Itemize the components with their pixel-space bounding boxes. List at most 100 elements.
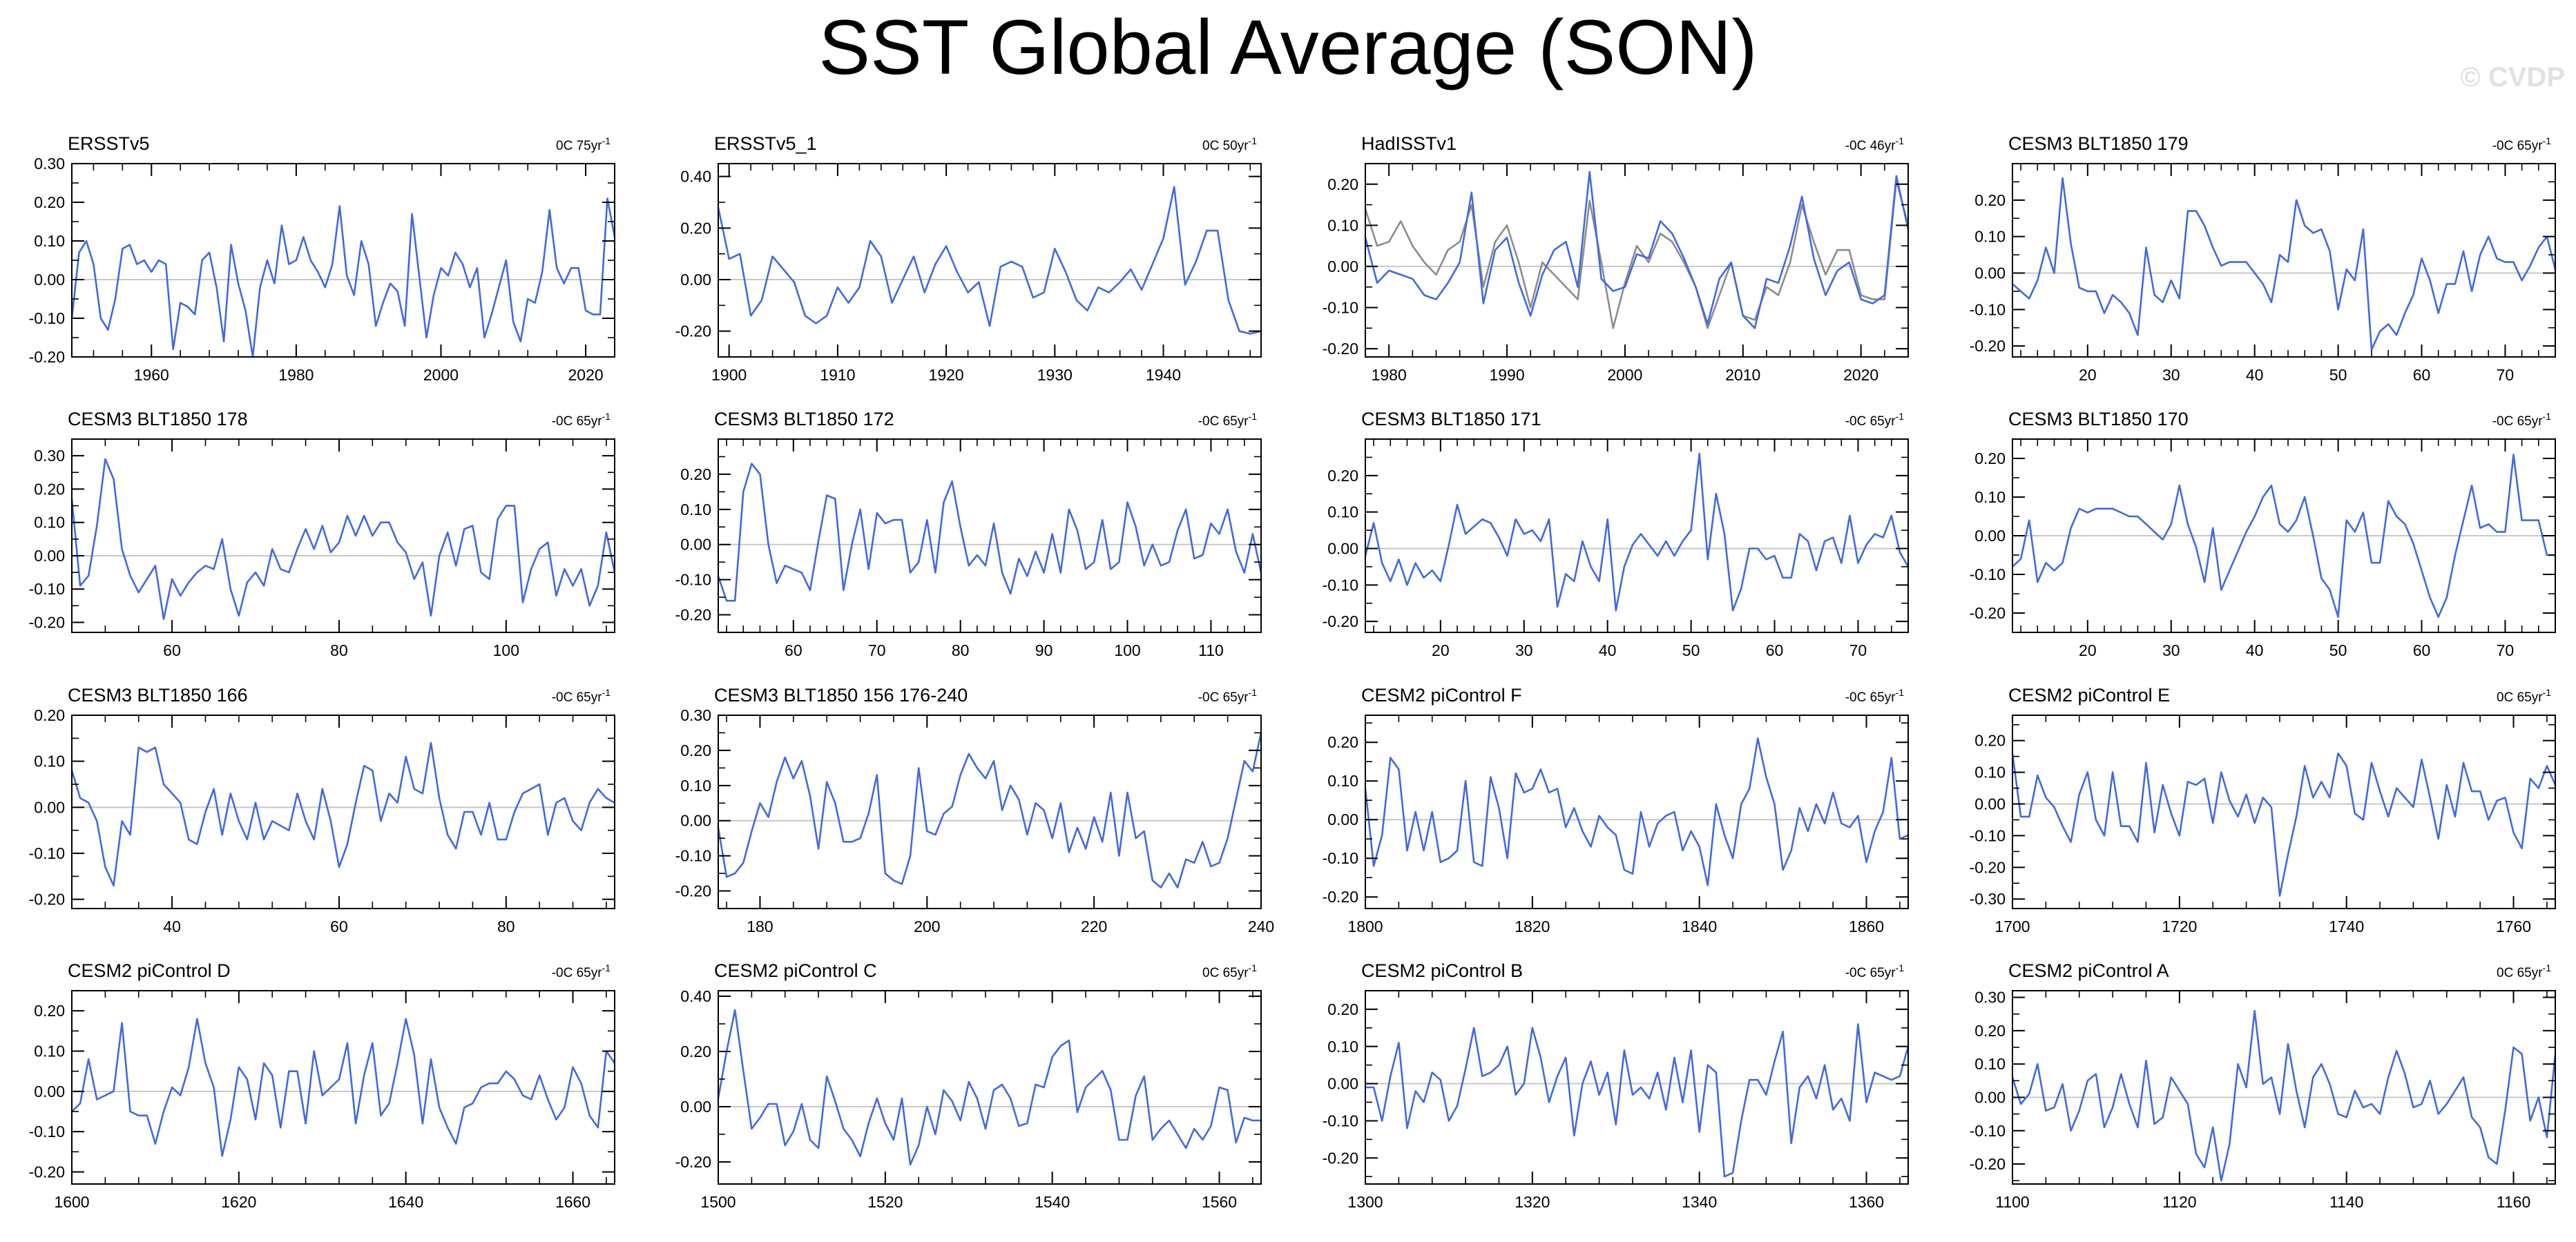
y-tick-label: 0.10 bbox=[1974, 488, 2006, 506]
y-tick-label: -0.20 bbox=[1323, 1149, 1358, 1167]
x-tick-label: 1620 bbox=[221, 1193, 256, 1211]
series-line bbox=[2012, 177, 2557, 351]
x-tick-label: 1320 bbox=[1515, 1193, 1550, 1211]
y-tick-label: -0.20 bbox=[29, 891, 65, 909]
trend-exponent: -1 bbox=[602, 962, 611, 973]
y-tick-label: 0.00 bbox=[680, 812, 711, 830]
x-tick-label: 2000 bbox=[423, 366, 459, 384]
panel-title: CESM3 BLT1850 178 bbox=[68, 409, 248, 429]
panel-title: ERSSTv5 bbox=[68, 133, 150, 154]
x-tick-label: 60 bbox=[2413, 366, 2431, 384]
chart-panel: -0.20 -0.10 0.00 0.10 0.20 20 30 40 50 60 70 CESM3 … bbox=[1970, 409, 2556, 659]
x-tick-label: 1340 bbox=[1682, 1193, 1717, 1211]
x-tick-label: 1160 bbox=[2497, 1193, 2530, 1211]
y-tick-label: 0.10 bbox=[680, 501, 711, 518]
y-tick-label: -0.20 bbox=[1323, 888, 1358, 906]
trend-value: -0C 65yr bbox=[1845, 414, 1896, 429]
y-tick-label: 0.10 bbox=[34, 514, 65, 532]
y-tick-label: -0.10 bbox=[1970, 826, 2006, 844]
series-line bbox=[717, 1009, 1261, 1166]
y-tick-label: -0.20 bbox=[29, 1163, 65, 1181]
series-line bbox=[70, 741, 615, 886]
y-tick-label: 0.10 bbox=[1327, 216, 1358, 234]
y-tick-label: 0.00 bbox=[34, 798, 65, 816]
trend-exponent: -1 bbox=[1896, 135, 1905, 146]
trend-value: 0C 65yr bbox=[2497, 966, 2543, 980]
trend-label: -0C 65yr-1 bbox=[1198, 687, 1258, 705]
panel-title: CESM3 BLT1850 171 bbox=[1361, 409, 1541, 429]
y-tick-label: 0.20 bbox=[1327, 733, 1358, 751]
y-tick-label: 0.00 bbox=[34, 271, 65, 289]
y-tick-label: 0.40 bbox=[680, 987, 711, 1005]
chart-panel: -0.20 -0.10 0.00 0.10 0.20 0.30 1960 1980 2000 20… bbox=[29, 133, 616, 384]
x-tick-label: 1600 bbox=[54, 1193, 89, 1211]
y-tick-label: 0.20 bbox=[680, 1042, 711, 1060]
plot-frame bbox=[71, 163, 615, 358]
trend-label: 0C 65yr-1 bbox=[2497, 962, 2551, 980]
y-tick-label: 0.00 bbox=[34, 1083, 65, 1100]
panel-title: CESM2 piControl D bbox=[68, 960, 231, 981]
trend-value: 0C 75yr bbox=[556, 139, 602, 153]
chart-panel: -0.20 -0.10 0.00 0.10 0.20 1300 1320 1340 1360 CE… bbox=[1323, 960, 1910, 1211]
trend-exponent: -1 bbox=[1896, 687, 1905, 698]
x-tick-label: 70 bbox=[2497, 641, 2515, 659]
y-tick-label: 0.20 bbox=[34, 706, 65, 724]
y-tick-label: 0.30 bbox=[680, 706, 711, 724]
panel-title: CESM2 piControl C bbox=[714, 960, 877, 981]
y-tick-label: -0.10 bbox=[1323, 299, 1358, 317]
x-tick-label: 80 bbox=[330, 641, 348, 659]
x-tick-label: 30 bbox=[2162, 641, 2180, 659]
x-tick-label: 20 bbox=[2079, 366, 2097, 384]
trend-exponent: -1 bbox=[2543, 135, 2552, 146]
y-tick-label: 0.10 bbox=[34, 1042, 65, 1060]
x-tick-label: 1980 bbox=[278, 366, 314, 384]
x-tick-label: 50 bbox=[1682, 641, 1700, 659]
x-tick-label: 240 bbox=[1248, 918, 1274, 935]
y-tick-label: 0.40 bbox=[680, 168, 711, 186]
y-tick-label: 0.20 bbox=[1327, 1000, 1358, 1018]
trend-value: 0C 50yr bbox=[1202, 139, 1249, 153]
trend-label: -0C 65yr-1 bbox=[1845, 962, 1905, 980]
plot-frame bbox=[1365, 438, 1909, 633]
plot-frame bbox=[71, 715, 615, 909]
chart-panel: -0.20 -0.10 0.00 0.10 0.20 1980 1990 2000 2010 20… bbox=[1323, 133, 1910, 384]
series-line bbox=[2012, 454, 2555, 618]
y-tick-label: 0.20 bbox=[680, 465, 711, 483]
x-tick-label: 1900 bbox=[711, 366, 747, 384]
y-tick-label: -0.10 bbox=[675, 571, 711, 589]
series-line bbox=[1364, 171, 1910, 329]
plot-frame bbox=[1365, 990, 1909, 1185]
x-tick-label: 1140 bbox=[2329, 1193, 2363, 1211]
y-tick-label: -0.20 bbox=[1323, 612, 1358, 630]
trend-label: -0C 65yr-1 bbox=[1198, 411, 1258, 429]
panel-title: CESM3 BLT1850 172 bbox=[714, 409, 894, 429]
y-tick-label: -0.10 bbox=[29, 580, 65, 598]
y-tick-label: -0.10 bbox=[1970, 1122, 2006, 1140]
plot-frame bbox=[2012, 163, 2556, 358]
chart-panel: -0.20 -0.10 0.00 0.10 0.20 20 30 40 50 60 70 CESM3 … bbox=[1323, 409, 1910, 659]
y-tick-label: 0.00 bbox=[680, 536, 711, 554]
y-tick-label: 0.20 bbox=[34, 480, 65, 498]
trend-label: -0C 65yr-1 bbox=[1845, 687, 1905, 705]
x-tick-label: 60 bbox=[330, 918, 348, 935]
x-tick-label: 2010 bbox=[1725, 366, 1760, 384]
trend-label: -0C 65yr-1 bbox=[552, 411, 611, 429]
y-tick-label: -0.30 bbox=[1970, 890, 2006, 908]
x-tick-label: 1910 bbox=[820, 366, 855, 384]
trend-label: 0C 65yr-1 bbox=[1202, 962, 1257, 980]
plot-frame bbox=[1365, 163, 1909, 358]
trend-exponent: -1 bbox=[602, 135, 611, 146]
y-tick-label: 0.20 bbox=[1327, 467, 1358, 485]
series-line bbox=[1364, 737, 1909, 886]
y-tick-label: 0.00 bbox=[1974, 1088, 2006, 1106]
x-tick-label: 1740 bbox=[2329, 918, 2364, 935]
trend-value: -0C 46yr bbox=[1845, 139, 1896, 153]
trend-label: -0C 65yr-1 bbox=[552, 687, 611, 705]
trend-exponent: -1 bbox=[1249, 962, 1258, 973]
trend-label: 0C 50yr-1 bbox=[1202, 135, 1257, 153]
x-tick-label: 2020 bbox=[568, 366, 603, 384]
trend-exponent: -1 bbox=[2543, 411, 2552, 422]
series-line bbox=[1364, 179, 1910, 329]
trend-value: 0C 65yr bbox=[2497, 690, 2543, 705]
panel-title: CESM2 piControl A bbox=[2008, 960, 2169, 981]
